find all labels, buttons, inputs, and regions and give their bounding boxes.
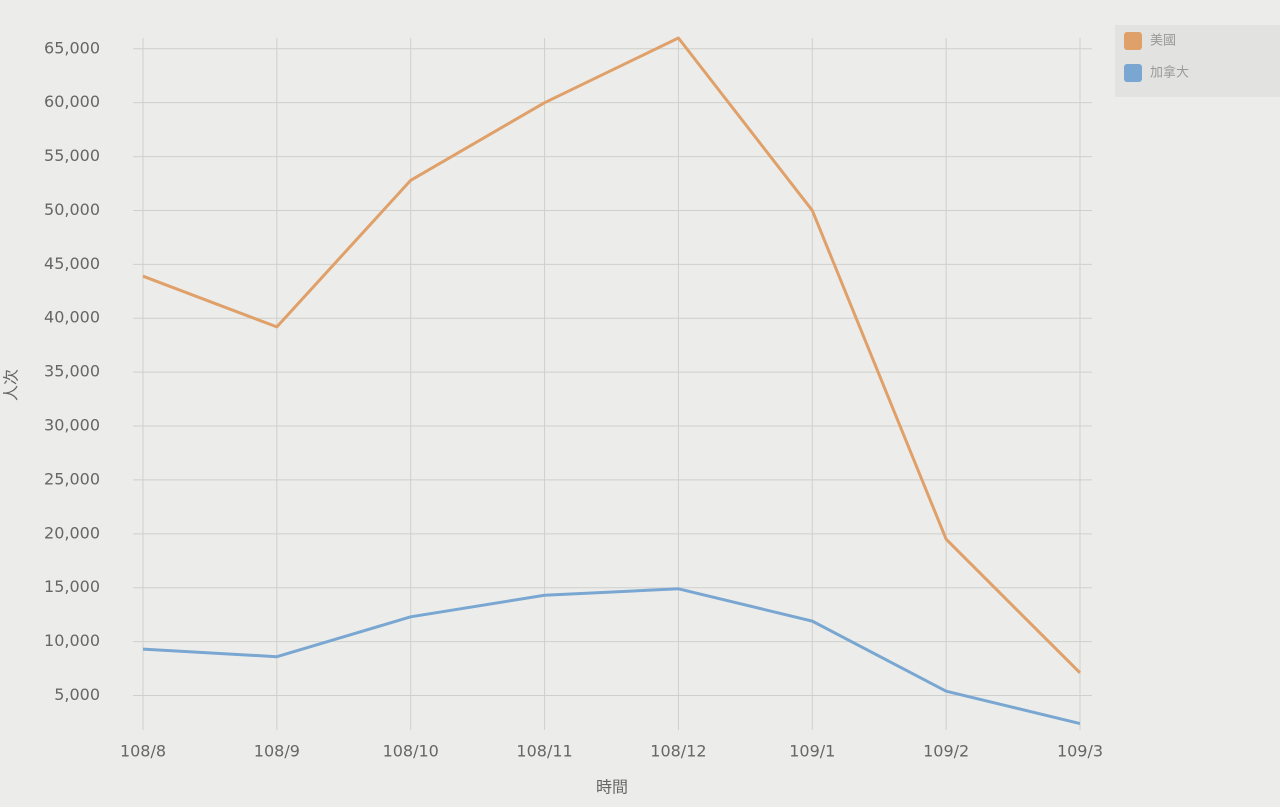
legend-label: 美國 bbox=[1150, 34, 1176, 49]
line-series bbox=[142, 587, 1081, 725]
x-tick-label: 108/12 bbox=[650, 742, 706, 761]
y-tick-label: 25,000 bbox=[44, 469, 100, 488]
y-axis-label: 人次 bbox=[2, 369, 21, 401]
y-tick-label: 35,000 bbox=[44, 362, 100, 381]
y-tick-label: 20,000 bbox=[44, 523, 100, 542]
legend-swatch bbox=[1124, 32, 1142, 50]
y-tick-label: 40,000 bbox=[44, 308, 100, 327]
y-tick-label: 15,000 bbox=[44, 577, 100, 596]
y-tick-label: 50,000 bbox=[44, 200, 100, 219]
x-tick-label: 109/2 bbox=[923, 742, 969, 761]
y-tick-label: 10,000 bbox=[44, 631, 100, 650]
x-axis-label: 時間 bbox=[596, 778, 628, 797]
x-tick-label: 108/8 bbox=[120, 742, 166, 761]
x-tick-label: 109/3 bbox=[1057, 742, 1103, 761]
x-tick-label: 109/1 bbox=[789, 742, 835, 761]
x-tick-label: 108/10 bbox=[383, 742, 439, 761]
x-tick-label: 108/11 bbox=[516, 742, 572, 761]
y-tick-label: 45,000 bbox=[44, 254, 100, 273]
y-tick-label: 55,000 bbox=[44, 146, 100, 165]
y-tick-label: 30,000 bbox=[44, 416, 100, 435]
legend-swatch bbox=[1124, 64, 1142, 82]
legend-label: 加拿大 bbox=[1150, 65, 1189, 81]
x-tick-label: 108/9 bbox=[254, 742, 300, 761]
line-series bbox=[142, 36, 1082, 674]
y-tick-label: 60,000 bbox=[44, 92, 100, 111]
y-tick-label: 65,000 bbox=[44, 38, 100, 57]
legend-box bbox=[1115, 25, 1280, 97]
y-tick-label: 5,000 bbox=[54, 685, 100, 704]
